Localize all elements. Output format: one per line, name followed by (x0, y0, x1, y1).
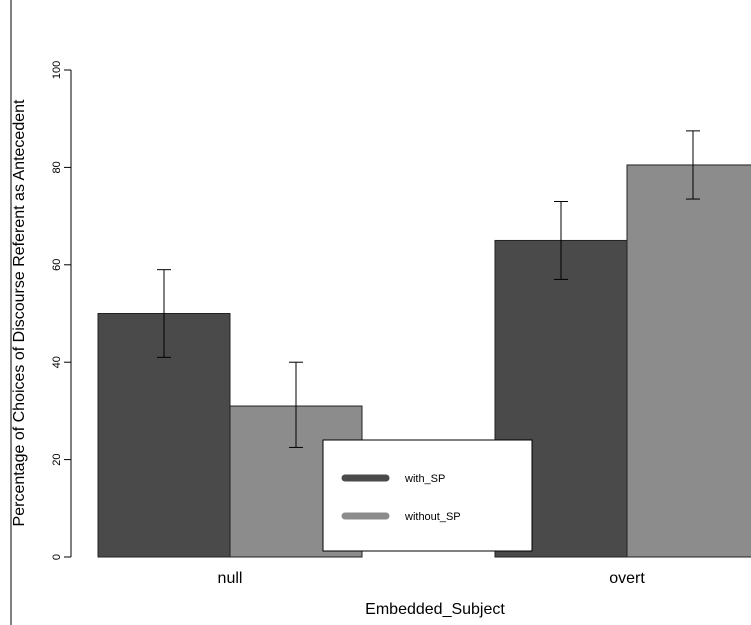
x-axis-category-labels: null overt (218, 570, 646, 587)
y-tick-label: 20 (51, 453, 63, 465)
y-tick-label: 0 (51, 554, 63, 560)
legend-label-with-sp: with_SP (404, 473, 445, 485)
y-tick-label: 100 (51, 61, 63, 79)
x-category-label-null: null (218, 570, 243, 587)
legend: with_SP without_SP (322, 439, 533, 552)
error-bars (157, 130, 700, 448)
y-axis-title: Percentage of Choices of Discourse Refer… (11, 99, 28, 526)
legend-label-without-sp: without_SP (404, 511, 461, 523)
bar-without-sp-overt (626, 164, 751, 558)
y-axis: 0 20 40 60 80 100 (51, 61, 72, 560)
y-tick-label: 40 (51, 356, 63, 368)
x-category-label-overt: overt (609, 570, 645, 587)
y-tick-label: 60 (51, 259, 63, 271)
y-tick-label: 80 (51, 161, 63, 173)
legend-box (322, 439, 533, 552)
x-axis-title: Embedded_Subject (365, 601, 505, 618)
